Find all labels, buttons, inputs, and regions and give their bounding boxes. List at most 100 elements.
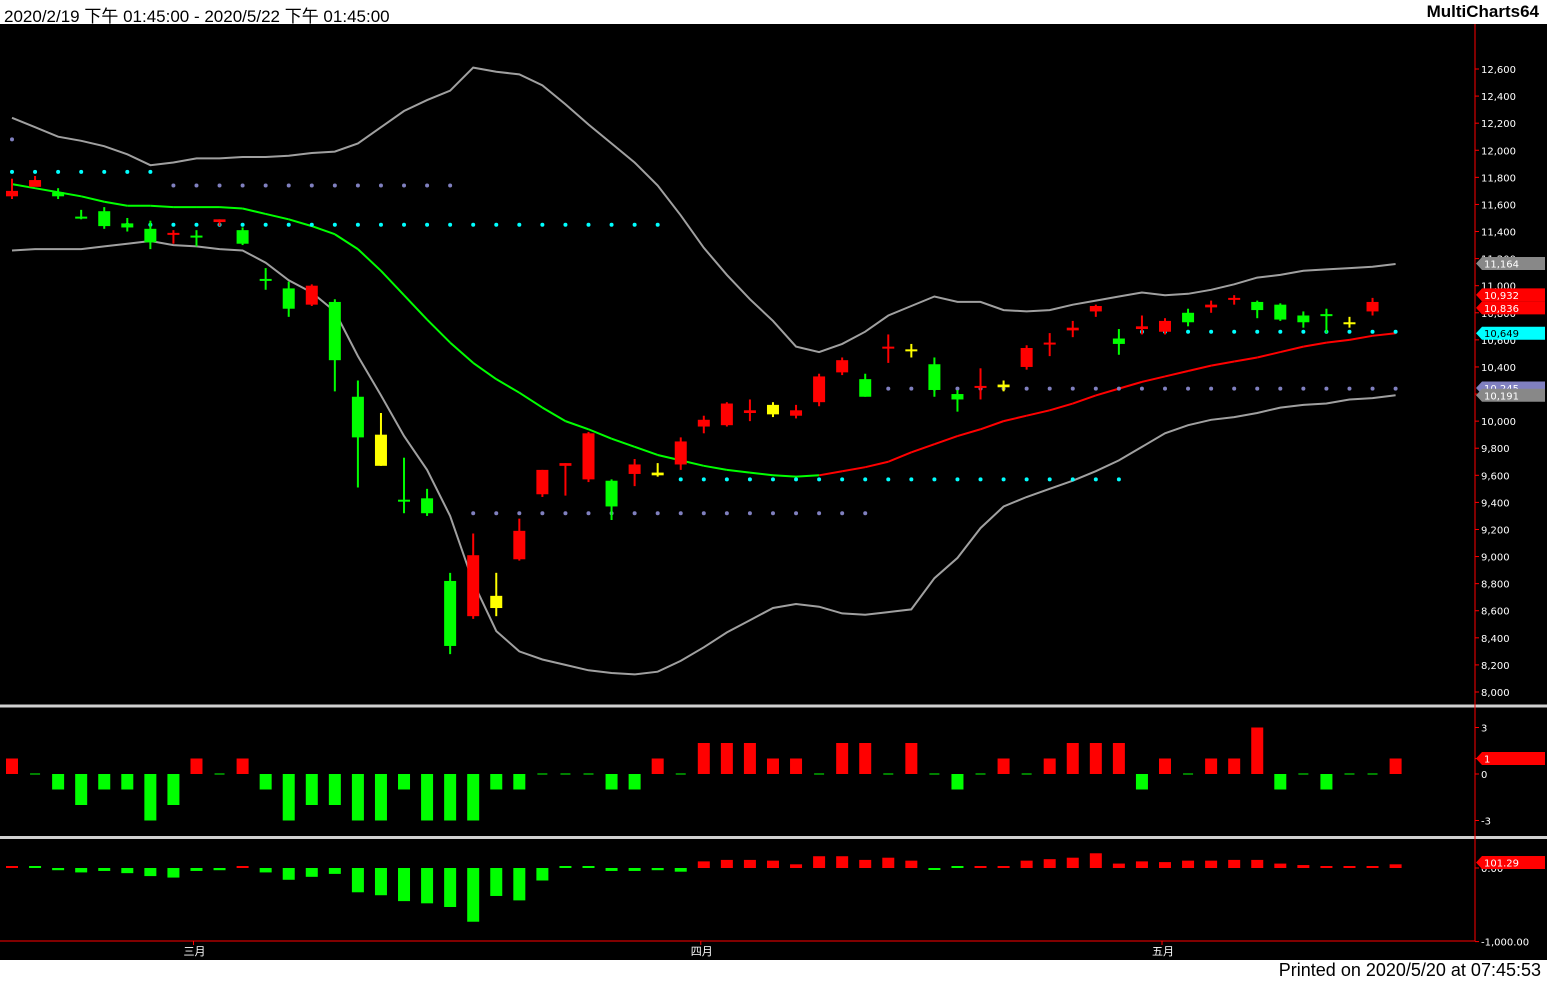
candle-body — [651, 472, 664, 476]
dot-marker — [1186, 386, 1191, 391]
candle-body — [328, 301, 341, 361]
dot-marker — [1047, 386, 1052, 391]
candle-body — [29, 180, 42, 187]
hist1-bar — [444, 774, 457, 821]
candle-body — [6, 190, 18, 197]
ma-line-segment — [980, 420, 1004, 431]
dot-marker — [886, 477, 891, 482]
hist1-bar — [720, 743, 733, 774]
hist2-bar — [628, 868, 641, 871]
hist1-bar — [997, 758, 1010, 774]
ma-line-segment — [150, 204, 174, 209]
dot-marker — [563, 222, 568, 227]
candle-body — [98, 211, 111, 227]
hist1-bar — [790, 758, 803, 774]
ma-line-segment — [357, 248, 382, 272]
dot-marker — [840, 511, 845, 516]
dot-marker — [678, 477, 683, 482]
hist1-bar — [697, 743, 710, 774]
hist1-bar — [1251, 727, 1264, 774]
upper-band-line — [11, 66, 1396, 354]
hist2-bar — [859, 859, 872, 868]
ma-line-segment — [1026, 409, 1050, 417]
hist1-bar — [190, 758, 203, 774]
candle-body — [1066, 327, 1079, 331]
dot-marker — [817, 477, 822, 482]
dot-marker — [355, 222, 360, 227]
dot-marker — [794, 477, 799, 482]
ma-line-segment — [1049, 402, 1074, 412]
dot-marker — [1209, 386, 1214, 391]
dot-marker — [171, 222, 176, 227]
hist1-tick-label: -3 — [1481, 817, 1491, 828]
hist2-bar — [836, 856, 849, 868]
dot-marker — [724, 511, 729, 516]
hist1-bar — [905, 743, 918, 774]
dot-marker — [1255, 329, 1260, 334]
dot-marker — [540, 222, 545, 227]
hist1-bar — [282, 774, 295, 821]
dot-marker — [240, 222, 245, 227]
ma-line-segment — [219, 206, 243, 210]
candle-body — [559, 463, 572, 466]
hist2-bar — [651, 868, 664, 871]
dot-marker — [724, 477, 729, 482]
ma-line-segment — [818, 470, 843, 477]
ma-line-segment — [1326, 338, 1350, 344]
ma-line-segment — [611, 437, 635, 448]
hist2-bar — [1274, 863, 1287, 868]
candle-body — [536, 469, 549, 495]
hist2-bar — [167, 868, 180, 878]
candle-body — [859, 379, 872, 397]
dot-marker — [125, 169, 130, 174]
ma-line-segment — [887, 451, 912, 463]
hist1-bar — [52, 774, 65, 790]
dot-marker — [217, 183, 222, 188]
candle-body — [444, 580, 457, 646]
dot-marker — [378, 183, 383, 188]
x-tick-label: 五月 — [1152, 945, 1174, 958]
price-tick-label: 8,000 — [1481, 688, 1510, 699]
dot-marker — [909, 386, 914, 391]
candle-body — [951, 394, 964, 400]
dot-marker — [240, 183, 245, 188]
hist2-bar — [766, 860, 779, 868]
ma-line-segment — [588, 428, 612, 440]
hist1-bar — [328, 774, 341, 805]
hist2-bar — [6, 866, 18, 868]
hist2-bar — [328, 868, 341, 874]
chart-area[interactable]: 8,000 8,200 8,400 8,600 8,800 9,000 9,200 9,400… — [0, 24, 1547, 960]
hist2-bar — [1043, 859, 1056, 868]
hist1-bar — [167, 774, 180, 805]
hist2-bar — [1112, 863, 1125, 868]
hist2-bar — [974, 866, 987, 868]
ma-line-segment — [565, 420, 589, 431]
ma-line-segment — [1118, 380, 1143, 390]
ma-line-segment — [380, 270, 405, 296]
ma-line-segment — [841, 466, 866, 473]
dot-marker — [886, 386, 891, 391]
hist2-tick-label: -1,000.00 — [1481, 938, 1529, 949]
dot-marker — [632, 222, 637, 227]
hist2-bar — [467, 868, 480, 922]
price-tick-label: 9,600 — [1481, 471, 1510, 482]
price-tick-label: 12,200 — [1481, 119, 1516, 130]
dot-marker — [102, 169, 107, 174]
ma-line-segment — [426, 318, 451, 344]
hist1-bar — [1135, 774, 1148, 790]
ma-line-segment — [403, 294, 428, 321]
hist2-bar — [997, 866, 1010, 868]
dot-marker — [1347, 386, 1352, 391]
dot-marker — [540, 511, 545, 516]
dot-marker — [355, 183, 360, 188]
dot-marker — [332, 183, 337, 188]
hist1-bar — [766, 758, 779, 774]
dot-marker — [1393, 329, 1398, 334]
hist1-bar — [951, 774, 964, 790]
dot-marker — [770, 477, 775, 482]
candle-body — [236, 230, 249, 244]
candle-body — [697, 419, 710, 427]
candle-body — [467, 555, 480, 617]
dot-marker — [171, 183, 176, 188]
ma-line-segment — [242, 207, 266, 215]
